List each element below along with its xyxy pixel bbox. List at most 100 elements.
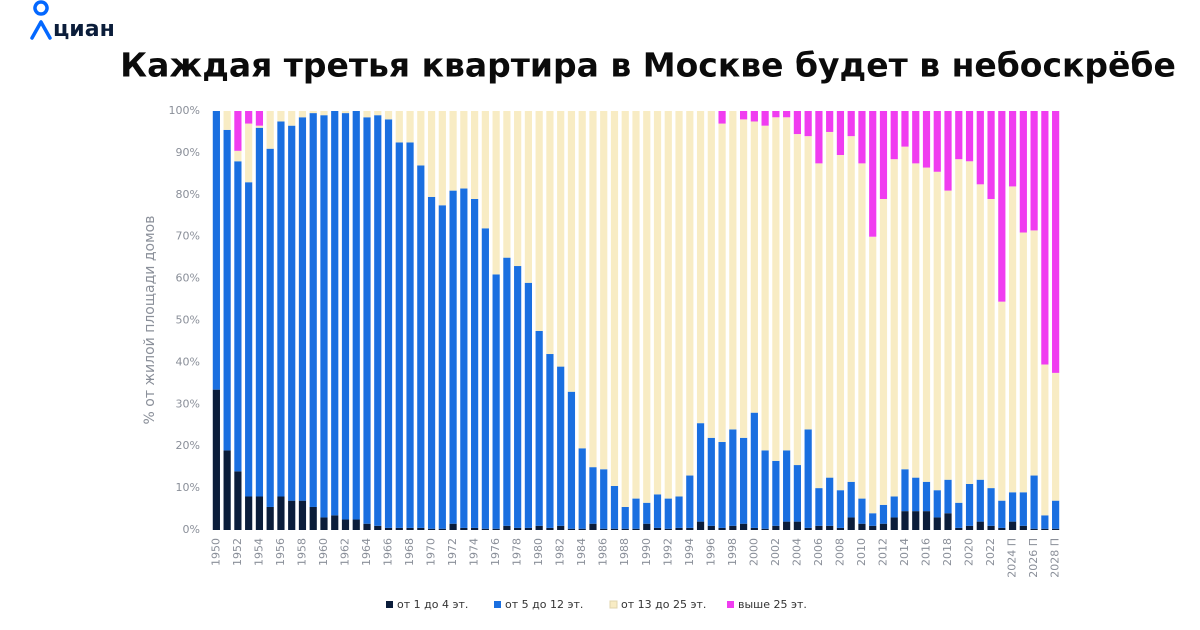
bar-segment <box>643 111 651 503</box>
bar-segment <box>890 517 898 530</box>
bar-segment <box>266 148 274 507</box>
y-tick-label: 10% <box>176 481 200 494</box>
bar-segment <box>912 477 920 512</box>
x-tick-label: 1988 <box>618 538 631 566</box>
bar-segment <box>309 111 317 114</box>
bar-segment <box>750 527 758 530</box>
bar-segment <box>912 111 920 164</box>
bar-segment <box>890 111 898 160</box>
bar-segment <box>750 111 758 122</box>
bar-segment <box>277 121 285 497</box>
x-tick-label: 1956 <box>274 538 287 566</box>
bar-segment <box>729 429 737 526</box>
bar-segment <box>406 111 414 143</box>
bar-segment <box>503 257 511 526</box>
bar-segment <box>922 167 931 482</box>
bar-segment <box>309 506 317 530</box>
bar-segment <box>761 111 769 126</box>
bar-segment <box>890 159 898 497</box>
bar-segment <box>320 115 328 518</box>
bar-segment <box>557 366 565 526</box>
y-tick-label: 50% <box>176 314 200 327</box>
bar-segment <box>384 119 393 528</box>
bar-segment <box>750 412 758 528</box>
bar-segment <box>503 525 511 530</box>
legend-swatch <box>609 600 618 609</box>
bar-segment <box>621 111 629 507</box>
x-tick-label: 2004 <box>790 538 803 566</box>
bar-segment <box>847 481 855 518</box>
bar-segment <box>826 525 834 530</box>
bar-segment <box>879 523 888 530</box>
bar-segment <box>901 469 909 512</box>
bar-segment <box>1030 528 1038 530</box>
bar-segment <box>557 525 565 530</box>
bar-segment <box>288 500 296 530</box>
bar-segment <box>632 498 640 529</box>
bar-segment <box>514 111 522 267</box>
bar-segment <box>460 111 468 189</box>
x-tick-label: 2028 П <box>1049 538 1062 578</box>
legend-label: от 5 до 12 эт. <box>505 598 583 611</box>
bar-segment <box>804 527 812 530</box>
bar-segment <box>718 111 726 124</box>
bar-segment <box>417 111 425 166</box>
x-tick-label: 1980 <box>532 538 545 566</box>
bar-segment <box>277 496 285 530</box>
x-tick-label: 1998 <box>726 538 739 566</box>
bar-segment <box>632 111 640 499</box>
bar-segment <box>417 165 425 528</box>
x-tick-label: 1972 <box>446 538 459 566</box>
bar-segment <box>933 490 941 518</box>
chart-title: Каждая третья квартира в Москве будет в … <box>120 46 1176 85</box>
bar-segment <box>858 163 866 499</box>
legend-swatch <box>386 601 393 608</box>
bar-segment <box>761 528 769 530</box>
bar-segment <box>363 117 371 524</box>
bar-segment <box>696 521 705 530</box>
bar-segment <box>987 488 995 526</box>
bar-segment <box>955 527 963 530</box>
bar-segment <box>686 475 694 528</box>
bar-segment <box>341 113 350 520</box>
bar-segment <box>234 111 242 151</box>
bar-segment <box>277 111 285 122</box>
bar-segment <box>965 525 974 530</box>
bar-segment <box>869 236 877 514</box>
bar-segment <box>858 498 866 524</box>
bar-segment <box>696 111 705 424</box>
bar-segment <box>675 111 683 497</box>
bar-segment <box>783 111 791 118</box>
bar-segment <box>503 111 511 258</box>
bar-segment <box>664 528 672 530</box>
bar-segment <box>320 517 328 530</box>
bar-segment <box>460 527 468 530</box>
bar-segment <box>998 500 1006 528</box>
bar-segment <box>514 527 522 530</box>
bar-segment <box>245 111 253 124</box>
bar-segment <box>395 142 403 528</box>
x-tick-label: 2016 <box>920 538 933 566</box>
bar-segment <box>686 111 694 476</box>
bar-segment <box>793 521 801 530</box>
bar-segment <box>847 111 855 137</box>
bar-segment <box>901 511 909 530</box>
x-tick-label: 2010 <box>855 538 868 566</box>
bar-segment <box>836 154 845 491</box>
legend-label: выше 25 эт. <box>738 598 807 611</box>
bar-segment <box>438 205 446 529</box>
bar-segment <box>933 111 941 172</box>
bar-segment <box>535 330 543 526</box>
bar-segment <box>912 163 920 478</box>
bar-segment <box>944 513 952 530</box>
bar-segment <box>826 111 834 132</box>
bar-segment <box>234 161 242 472</box>
bar-segment <box>255 125 264 128</box>
bar-segment <box>341 519 350 530</box>
x-tick-label: 2020 <box>963 538 976 566</box>
bar-segment <box>944 111 952 191</box>
bar-segment <box>912 511 920 530</box>
bar-segment <box>976 521 984 530</box>
x-tick-label: 2024 П <box>1006 538 1019 578</box>
bar-segment <box>761 450 769 529</box>
